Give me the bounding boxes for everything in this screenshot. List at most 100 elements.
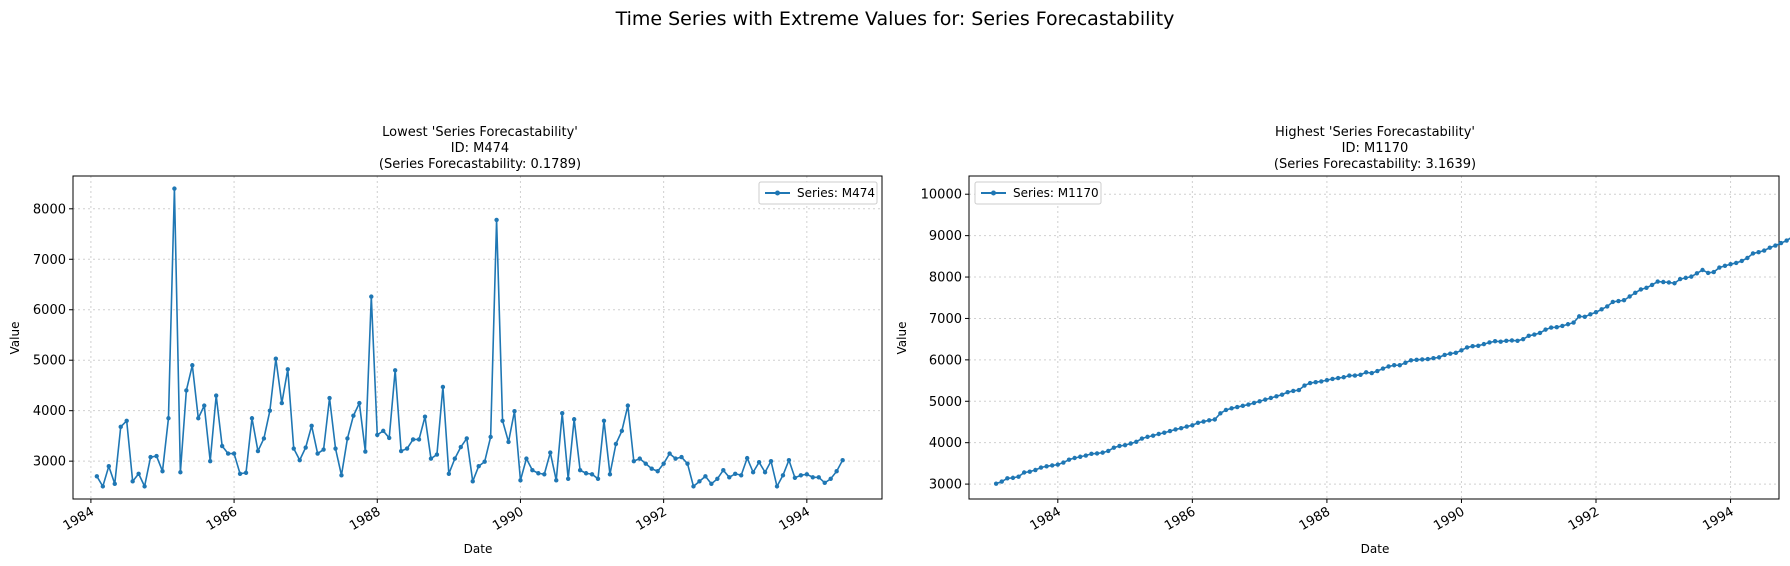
right-data-point [1391,363,1397,368]
right-data-point [1520,336,1526,342]
left-data-point [422,414,428,419]
right-chart-plot-area [968,175,1780,500]
left-x-tick-label: 1986 [204,504,240,534]
left-data-point [387,435,392,441]
right-legend-box [974,181,1102,205]
left-data-point [279,400,285,406]
left-data-point [470,479,475,484]
right-data-point [1078,454,1083,459]
left-data-point [744,455,750,461]
right-data-point [1750,251,1756,256]
left-data-point [333,446,338,451]
right-data-point [1414,357,1419,363]
left-data-point [589,472,595,477]
left-data-point [816,475,821,480]
left-data-point [703,474,708,479]
left-data-point [452,456,458,461]
left-data-point [148,454,153,460]
left-data-point [691,484,696,489]
right-data-point [1633,290,1638,295]
right-data-point [1655,279,1660,284]
left-data-point [750,470,756,475]
right-data-point [1375,368,1380,374]
right-data-point [1184,424,1189,429]
left-data-point [190,363,195,368]
left-data-point [160,469,165,474]
left-data-point [542,472,547,477]
left-chart-y-axis-label: Value [8,322,22,355]
left-y-tick-label: 4000 [33,404,66,419]
right-y-tick-label: 9000 [929,229,962,244]
figure-suptitle: Time Series with Extreme Values for: Ser… [615,8,1175,30]
right-data-point [1145,434,1150,440]
left-data-point [225,451,231,456]
left-data-point [351,413,356,418]
right-data-point [1756,249,1761,255]
left-data-point [613,441,619,447]
left-data-point [637,456,642,461]
left-data-point [524,456,529,461]
left-data-point [655,469,660,474]
right-data-point [1218,411,1223,416]
left-data-point [649,466,654,471]
left-data-point [565,476,571,482]
right-x-tick-label: 1994 [1700,504,1736,534]
right-data-point [1537,330,1543,336]
right-data-point [993,481,999,486]
right-data-point [1515,338,1520,344]
right-data-point [1139,436,1145,441]
left-data-point [786,457,792,463]
right-data-point [1330,376,1335,382]
right-data-point [1150,433,1156,438]
left-data-point [213,393,219,398]
left-data-point [733,471,738,476]
right-y-tick-label: 7000 [929,312,962,327]
right-data-point [1442,352,1447,358]
left-data-point [434,452,440,457]
right-data-point [1223,407,1229,413]
left-x-tick-label: 1988 [347,504,383,534]
left-y-tick-label: 6000 [33,303,66,318]
left-data-point [727,475,732,480]
right-data-point [1408,358,1414,363]
right-data-point [1593,310,1599,315]
right-data-point [1251,400,1257,406]
left-y-tick-label: 8000 [33,202,66,217]
right-chart-title-line-2: ID: M1170 [1342,141,1409,156]
right-data-point [1061,460,1066,465]
left-data-point [219,443,225,449]
right-data-point [1739,258,1744,264]
right-data-point [1565,322,1571,327]
left-data-point [500,418,505,423]
left-data-point [625,403,631,408]
left-chart-gridlines [73,176,882,499]
right-data-point [1689,274,1694,279]
right-data-point [1705,270,1711,276]
left-data-point [464,436,469,441]
left-data-point [482,459,487,464]
left-data-point [571,417,577,422]
left-series-line [96,187,844,488]
right-y-tick-label: 8000 [929,271,962,286]
right-data-point [1784,238,1789,243]
right-chart-panel: Highest 'Series Forecastability' ID: M11… [895,125,1790,556]
right-data-point [1762,248,1767,253]
right-data-point [1397,363,1402,368]
right-data-point [1229,406,1234,411]
right-data-point [1717,265,1722,270]
right-data-point [1711,269,1716,275]
left-data-point [142,484,147,489]
right-data-point [1021,470,1027,475]
left-data-point [756,459,762,465]
left-data-point [285,367,290,372]
right-data-point [1347,373,1352,378]
left-data-point [363,449,368,454]
left-chart-title-line-3: (Series Forecastability: 0.1789) [379,157,581,172]
left-data-point [762,470,768,475]
left-data-point [237,471,243,476]
left-data-point [560,411,565,416]
right-data-point [1599,307,1604,312]
right-data-point [1173,427,1178,432]
right-data-point [1661,279,1666,285]
left-data-point [267,408,273,413]
